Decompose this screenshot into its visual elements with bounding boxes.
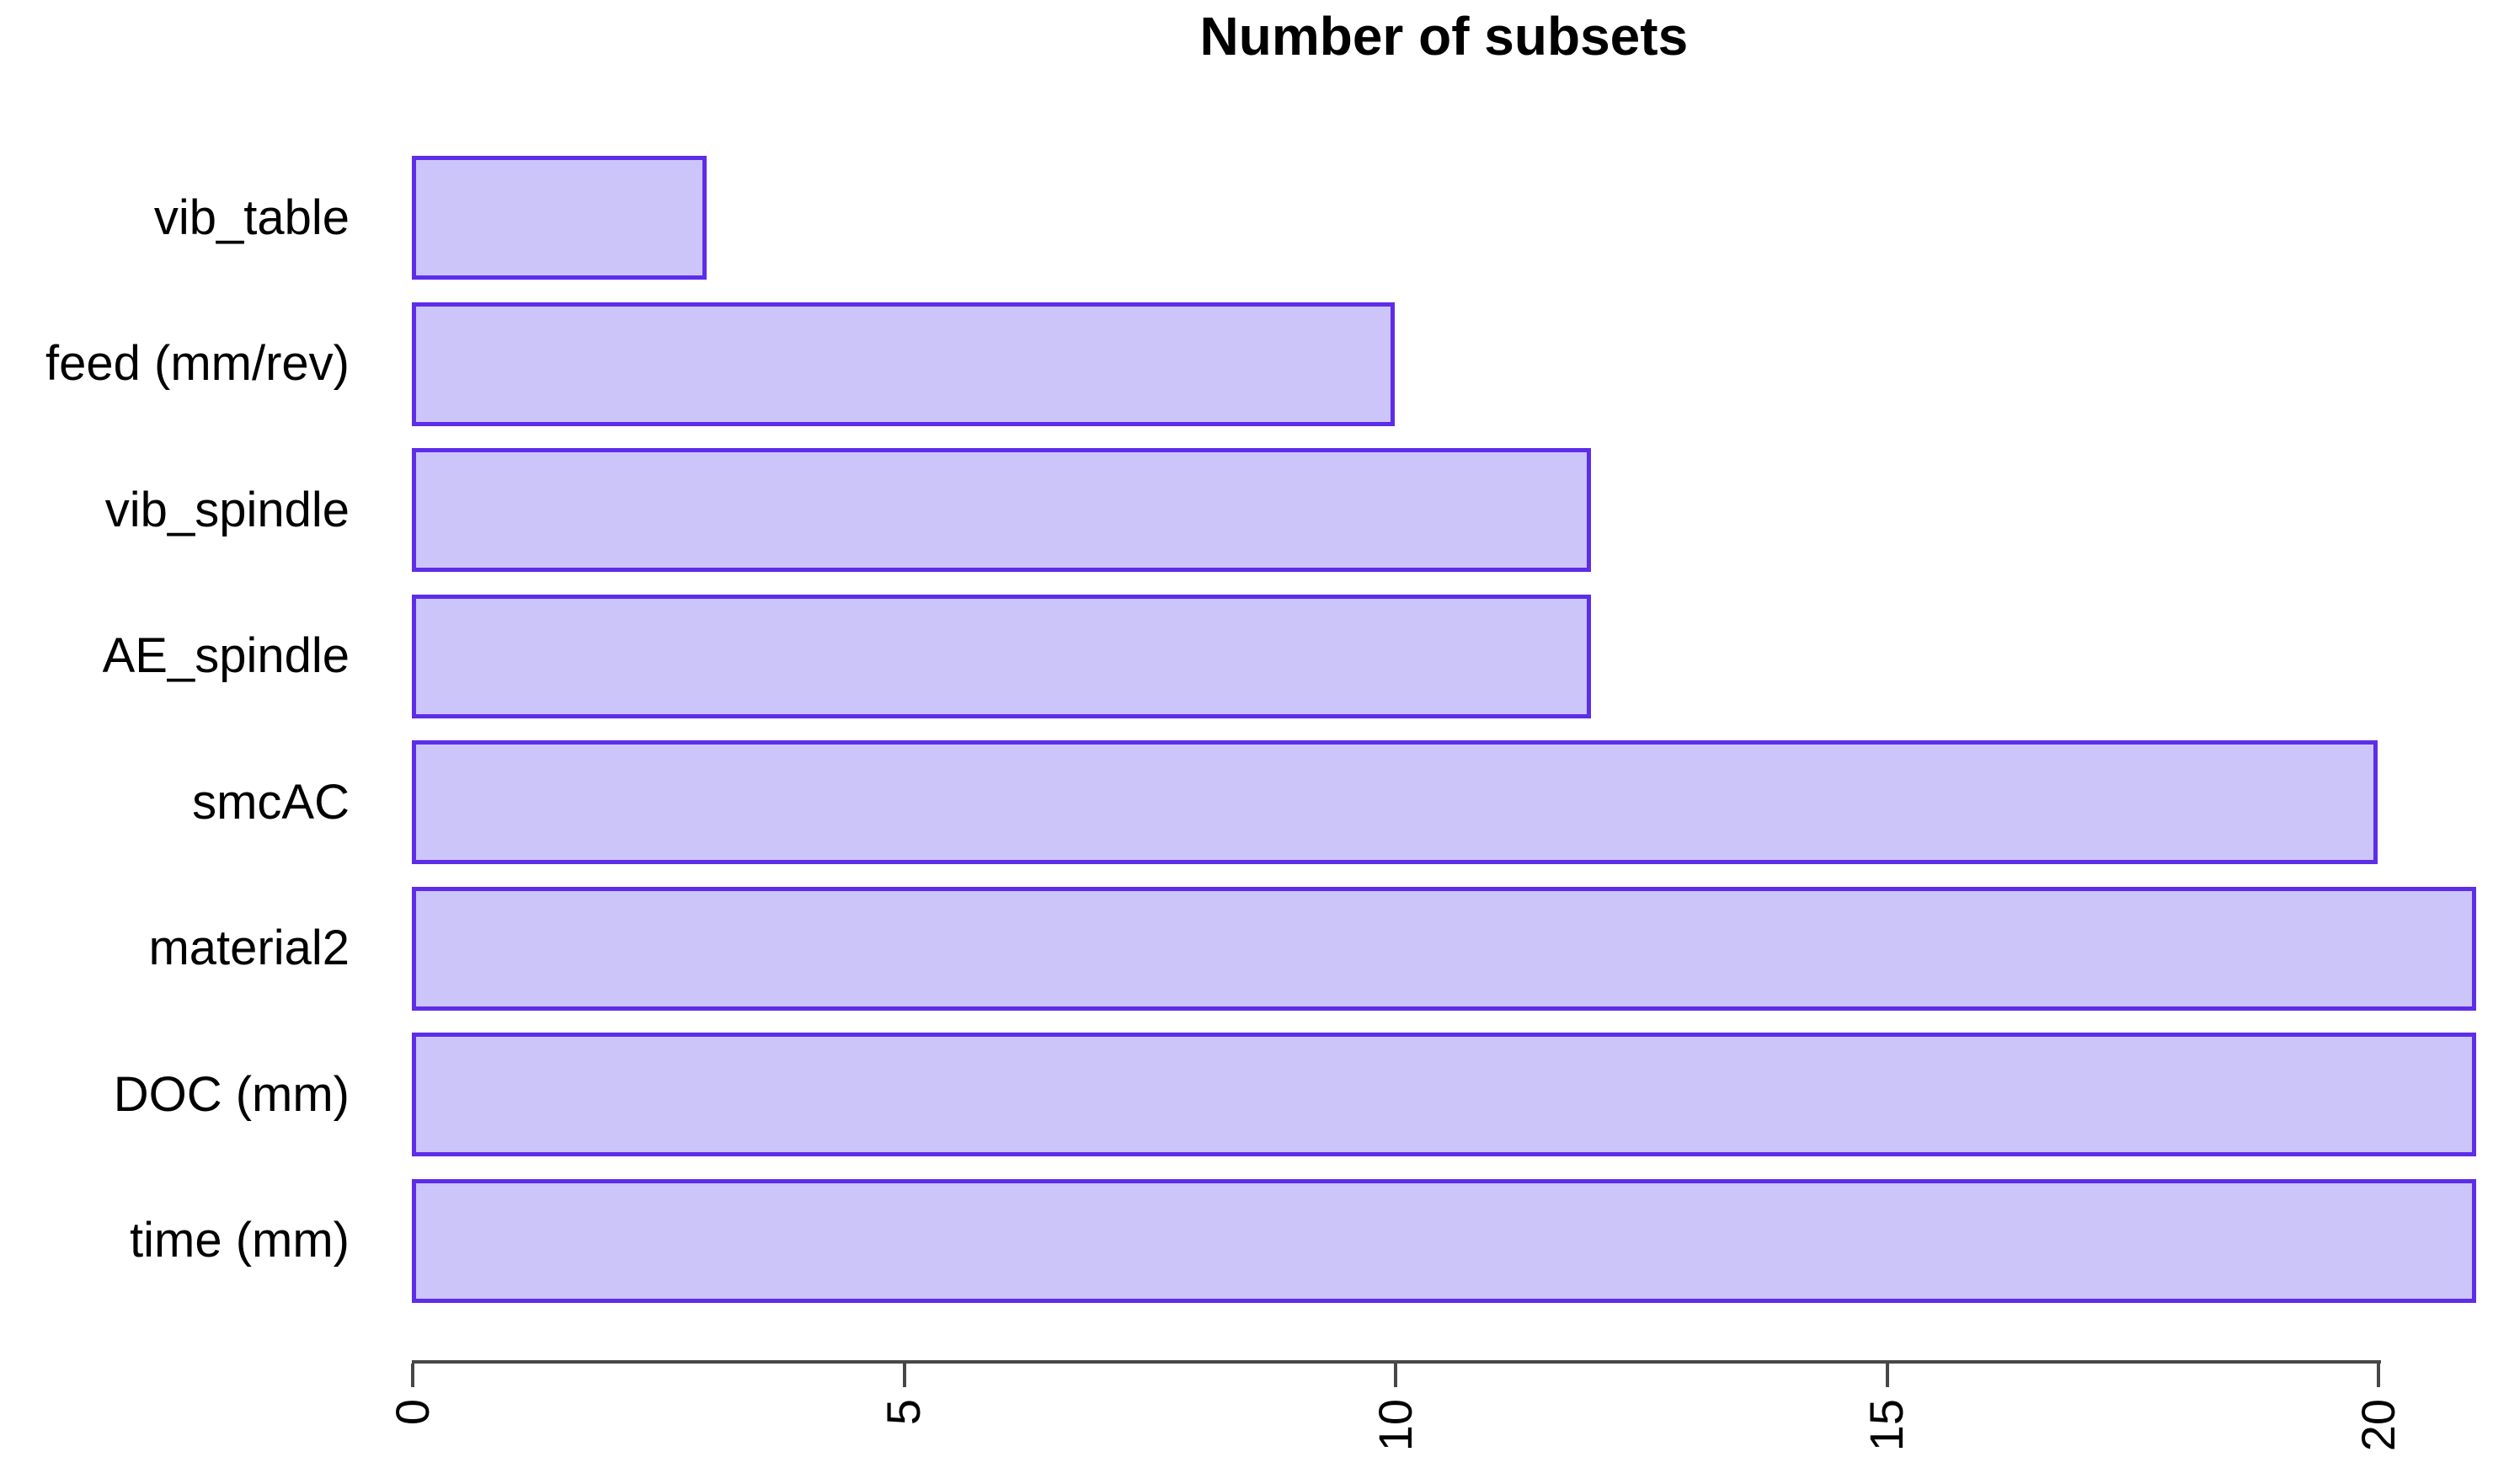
category-label: DOC (mm) — [113, 1066, 350, 1122]
x-axis-tick — [1885, 1364, 1889, 1387]
x-axis-tick — [411, 1364, 414, 1387]
x-axis-tick-label: 0 — [385, 1399, 439, 1426]
bar — [412, 1178, 2476, 1303]
bar — [412, 448, 1592, 572]
bar — [412, 886, 2476, 1011]
bar — [412, 594, 1592, 718]
bar — [412, 740, 2378, 864]
bar — [412, 1033, 2476, 1156]
x-axis-tick — [2377, 1364, 2380, 1387]
x-axis-tick — [902, 1364, 906, 1387]
category-label: AE_spindle — [102, 628, 350, 683]
category-label: material2 — [148, 921, 350, 975]
chart-title: Number of subsets — [1199, 6, 1689, 67]
x-axis-tick-label: 20 — [2351, 1399, 2405, 1452]
category-label: vib_table — [153, 190, 350, 245]
category-label: vib_spindle — [104, 482, 350, 537]
category-label: smcAC — [192, 774, 350, 830]
bar — [412, 302, 1395, 426]
x-axis-tick-label: 10 — [1368, 1399, 1422, 1452]
x-axis-tick — [1394, 1364, 1397, 1387]
category-label: time (mm) — [130, 1213, 350, 1268]
category-label: feed (mm/rev) — [45, 336, 350, 391]
x-axis-tick-label: 15 — [1860, 1399, 1913, 1452]
x-axis-tick-label: 5 — [877, 1399, 930, 1426]
x-axis-line — [412, 1360, 2381, 1364]
bar — [412, 156, 707, 280]
